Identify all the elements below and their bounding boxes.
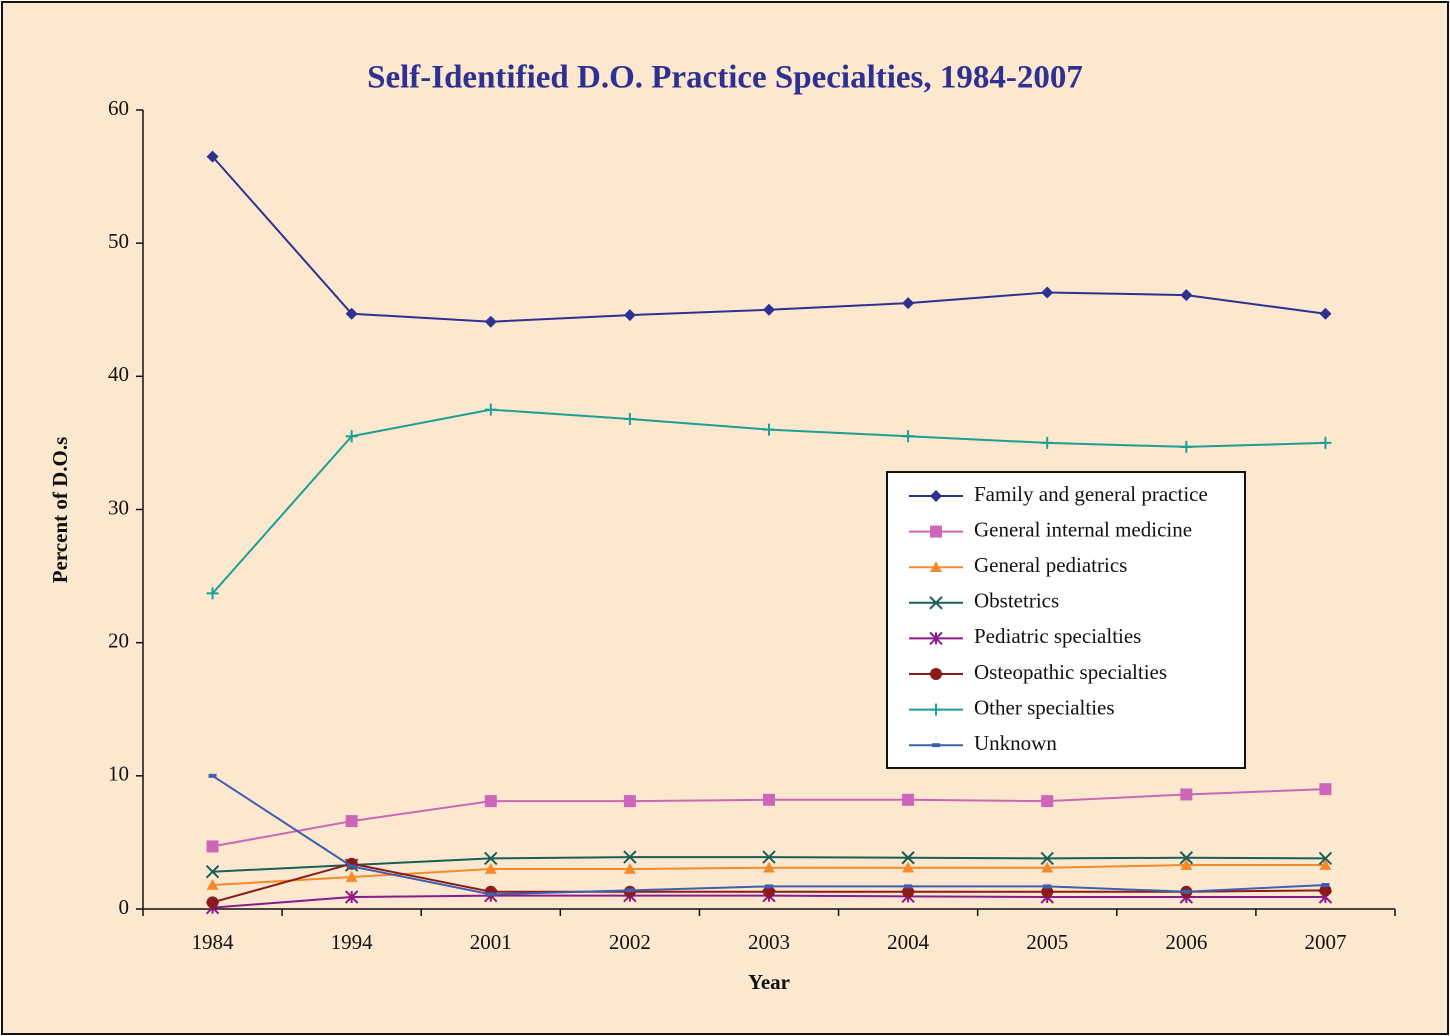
x-tick-label: 2005 <box>1026 930 1068 954</box>
x-axis-label: Year <box>748 970 790 994</box>
marker <box>484 403 497 416</box>
marker <box>206 840 219 853</box>
y-tick-label: 30 <box>108 495 129 519</box>
marker <box>1180 440 1193 453</box>
marker <box>763 793 775 806</box>
marker <box>1041 861 1054 873</box>
marker <box>1319 783 1332 796</box>
marker <box>765 884 773 889</box>
legend-label: Unknown <box>974 731 1057 755</box>
marker <box>901 851 915 865</box>
marker <box>1318 851 1333 866</box>
x-tick-label: 2006 <box>1165 930 1207 954</box>
marker <box>623 850 637 864</box>
marker <box>486 892 495 897</box>
marker <box>208 773 217 778</box>
legend: Family and general practice General inter… <box>886 471 1246 769</box>
marker <box>930 703 942 716</box>
marker <box>1321 883 1330 888</box>
chart-title: Self-Identified D.O. Practice Specialtie… <box>367 60 1083 96</box>
marker <box>347 864 356 869</box>
marker <box>929 596 943 610</box>
marker <box>345 871 358 882</box>
legend-label: Other specialties <box>974 695 1115 719</box>
marker <box>1319 307 1332 320</box>
marker <box>206 896 219 909</box>
marker <box>1319 884 1332 897</box>
marker <box>623 412 636 425</box>
marker <box>904 884 913 889</box>
legend-label: General pediatrics <box>974 553 1127 577</box>
marker <box>763 423 775 436</box>
marker <box>902 861 915 873</box>
x-tick-label: 2003 <box>748 930 790 954</box>
marker <box>1041 286 1054 299</box>
marker <box>1182 889 1191 894</box>
legend-box <box>886 471 1246 769</box>
marker <box>1319 436 1332 449</box>
marker <box>484 851 498 866</box>
marker <box>344 890 359 904</box>
marker <box>902 793 915 806</box>
x-tick-label: 1994 <box>331 930 374 954</box>
marker <box>623 795 636 808</box>
marker <box>345 815 358 828</box>
x-tick-label: 2004 <box>887 930 930 954</box>
marker <box>484 795 497 808</box>
marker <box>1043 884 1052 889</box>
marker <box>902 885 915 898</box>
y-axis-label: Percent of D.O.s <box>48 437 72 584</box>
marker <box>1319 859 1332 870</box>
x-tick-label: 1984 <box>192 930 235 954</box>
marker <box>1040 851 1054 866</box>
y-tick-label: 50 <box>108 229 129 253</box>
marker <box>902 430 915 443</box>
legend-label: Pediatric specialties <box>974 624 1141 648</box>
x-tick-label: 2002 <box>609 930 651 954</box>
marker <box>484 863 497 874</box>
marker <box>625 888 634 893</box>
marker <box>1041 885 1054 898</box>
y-tick-label: 20 <box>108 628 129 652</box>
marker <box>623 863 636 874</box>
marker <box>206 587 219 600</box>
y-tick-label: 60 <box>108 96 129 120</box>
marker <box>1041 795 1054 808</box>
marker <box>1180 788 1193 801</box>
legend-label: General internal medicine <box>974 517 1192 541</box>
marker <box>763 885 775 898</box>
marker <box>623 309 636 322</box>
marker <box>484 315 497 328</box>
legend-label: Obstetrics <box>974 589 1059 613</box>
marker <box>762 850 776 864</box>
marker <box>1180 289 1193 302</box>
y-tick-label: 10 <box>108 762 129 786</box>
marker <box>932 743 940 748</box>
marker <box>345 307 358 320</box>
marker <box>206 150 219 163</box>
marker <box>930 525 942 538</box>
marker <box>206 879 219 890</box>
marker <box>930 561 942 572</box>
x-tick-label: 2001 <box>470 930 512 954</box>
y-tick-label: 40 <box>108 362 129 386</box>
legend-label: Osteopathic specialties <box>974 660 1167 684</box>
marker <box>930 668 942 680</box>
marker <box>1041 436 1054 449</box>
marker <box>930 490 942 502</box>
marker <box>929 631 943 646</box>
marker <box>763 303 775 316</box>
legend-label: Family and general practice <box>974 482 1208 506</box>
marker <box>1179 851 1194 865</box>
marker <box>1180 859 1193 870</box>
y-tick-label: 0 <box>119 895 130 919</box>
marker <box>902 297 915 310</box>
marker <box>205 865 220 879</box>
marker <box>345 430 358 443</box>
x-tick-label: 2007 <box>1304 930 1346 954</box>
marker <box>763 861 775 873</box>
